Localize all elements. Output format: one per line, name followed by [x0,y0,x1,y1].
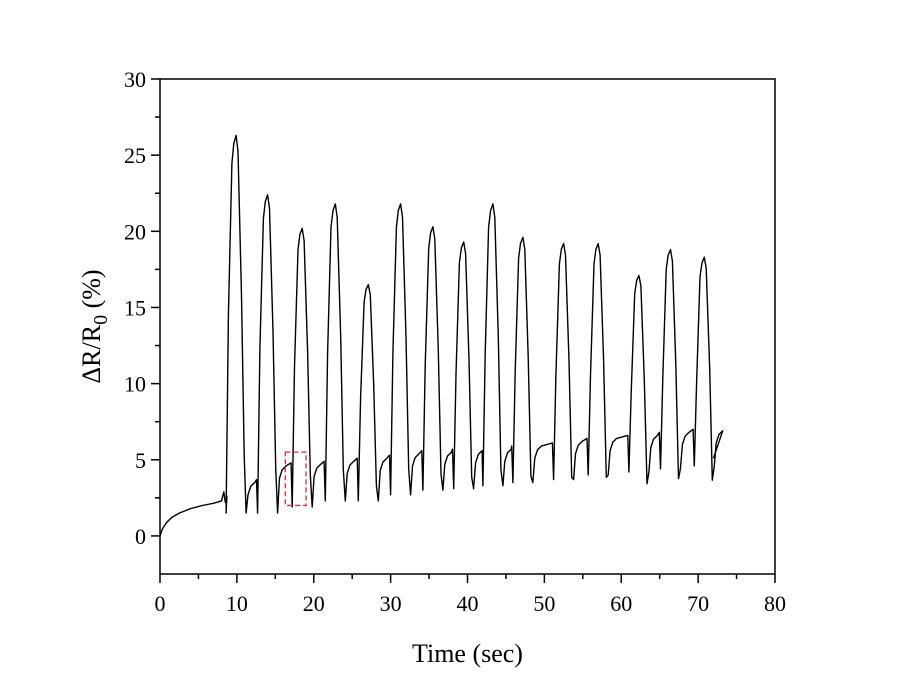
y-tick-label: 0 [135,524,146,549]
x-tick-label: 10 [226,591,248,616]
series-line [159,134,724,537]
y-axis-title-subscript: 0 [90,315,112,325]
x-tick-label: 70 [687,591,709,616]
y-axis-title-main: ΔR/R [77,324,106,383]
y-axis-title-suffix: (%) [77,269,106,314]
y-tick-labels: 0 5 10 15 20 25 30 [124,67,146,549]
x-axis-title: Time (sec) [412,639,523,668]
x-tick-label: 60 [610,591,632,616]
x-tick-label: 20 [303,591,325,616]
x-tick-label: 50 [533,591,555,616]
y-tick-label: 15 [124,295,146,320]
y-axis-title: ΔR/R0 (%) [77,269,112,383]
plot-frame [159,78,776,575]
x-tick-label: 40 [457,591,479,616]
x-tick-label: 0 [155,591,166,616]
y-tick-label: 25 [124,143,146,168]
y-tick-label: 10 [124,372,146,397]
x-tick-label: 30 [380,591,402,616]
y-tick-label: 30 [124,67,146,92]
highlight-box [284,451,307,507]
y-tick-label: 5 [135,448,146,473]
x-tick-labels: 0 10 20 30 40 50 60 70 80 [155,591,787,616]
x-tick-label: 80 [764,591,786,616]
y-tick-label: 20 [124,219,146,244]
axis-ticks [151,78,776,583]
